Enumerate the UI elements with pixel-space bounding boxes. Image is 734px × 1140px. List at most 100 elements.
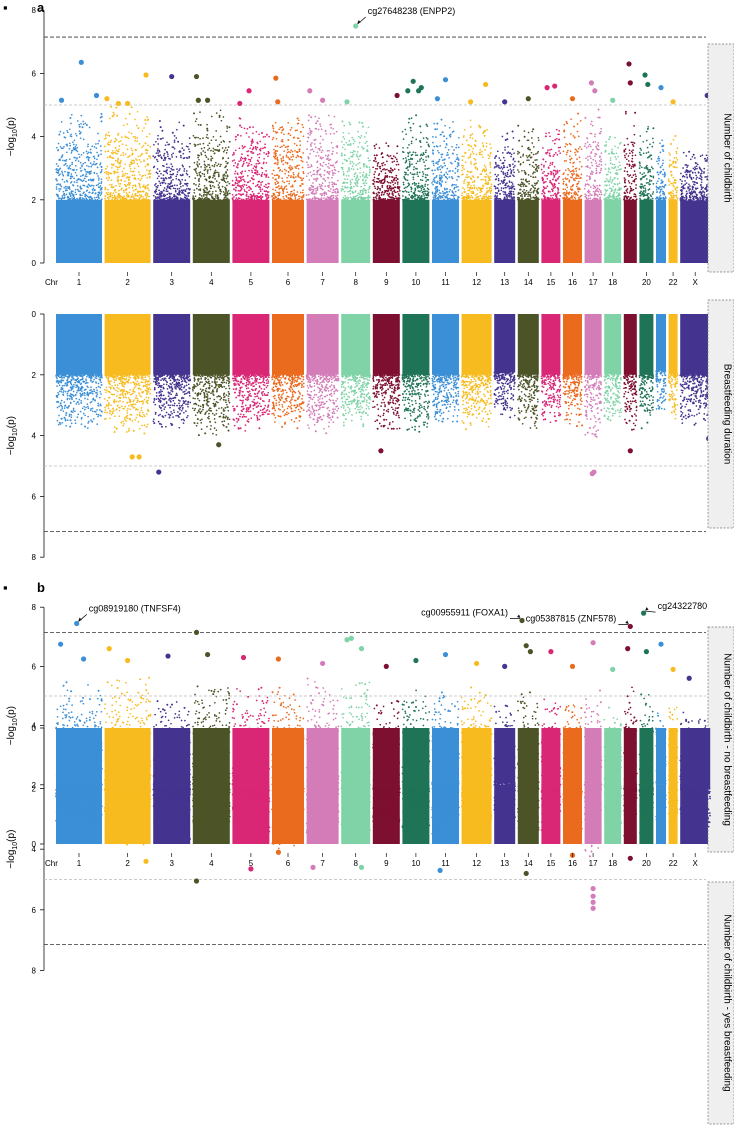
chr-6-points	[271, 117, 305, 263]
data-point	[119, 165, 122, 167]
data-point	[57, 195, 59, 198]
data-point	[199, 137, 201, 140]
data-point	[277, 194, 279, 197]
data-point	[486, 187, 488, 190]
data-point	[70, 173, 73, 175]
data-point	[531, 165, 534, 167]
data-point	[194, 195, 197, 198]
data-point	[630, 182, 633, 185]
data-point	[55, 188, 58, 190]
data-point	[187, 195, 190, 197]
data-point	[439, 174, 441, 177]
data-point	[68, 192, 71, 194]
data-point	[375, 160, 377, 163]
data-point	[165, 188, 168, 191]
data-point	[202, 195, 205, 197]
data-point	[427, 144, 430, 147]
data-point	[78, 130, 81, 132]
data-point	[64, 163, 67, 165]
data-point	[301, 183, 303, 185]
data-point	[226, 191, 228, 194]
data-point	[514, 165, 516, 167]
data-point	[366, 145, 369, 147]
data-point	[275, 154, 277, 157]
data-point	[610, 196, 612, 198]
data-point	[332, 189, 335, 192]
data-point	[363, 163, 366, 166]
data-point	[569, 158, 572, 161]
data-point	[75, 144, 78, 146]
data-point	[258, 196, 260, 198]
data-point	[107, 188, 109, 191]
data-point	[166, 169, 168, 171]
data-point	[203, 160, 206, 163]
data-point	[396, 145, 399, 148]
data-point	[398, 194, 401, 197]
data-point	[324, 185, 327, 188]
data-point	[608, 152, 611, 155]
data-point	[200, 166, 202, 168]
data-point	[287, 139, 290, 141]
data-point	[632, 149, 634, 151]
data-point	[595, 169, 598, 172]
data-point	[357, 135, 360, 138]
chr-12-points	[460, 119, 493, 263]
data-point	[152, 155, 155, 157]
data-point	[472, 176, 475, 179]
data-point	[68, 171, 70, 174]
data-point	[432, 160, 435, 163]
data-point	[567, 192, 570, 194]
data-point	[376, 165, 379, 167]
data-point	[105, 133, 107, 136]
data-point	[351, 151, 354, 154]
data-point	[277, 181, 280, 184]
data-point	[598, 188, 601, 191]
data-point	[387, 144, 390, 147]
data-point	[553, 184, 556, 187]
data-point	[630, 189, 632, 192]
data-point	[265, 152, 268, 155]
data-point	[134, 135, 136, 138]
data-point	[425, 176, 427, 179]
data-point	[643, 198, 646, 201]
data-point	[163, 152, 166, 155]
data-point	[542, 147, 544, 149]
data-point	[245, 193, 248, 196]
data-point	[367, 157, 370, 159]
data-point	[267, 155, 269, 158]
data-point	[63, 181, 66, 183]
data-point	[332, 174, 334, 177]
data-point	[168, 187, 171, 189]
data-point	[91, 189, 94, 191]
data-point	[323, 194, 326, 197]
data-point	[331, 181, 333, 184]
data-point	[302, 171, 305, 173]
data-point	[145, 198, 147, 201]
data-point	[218, 143, 221, 146]
data-point	[563, 197, 566, 200]
data-point	[159, 138, 162, 140]
data-point	[420, 187, 423, 190]
data-point	[296, 129, 298, 132]
chr-1-dense-block	[56, 199, 102, 263]
data-point	[619, 197, 622, 200]
data-point	[495, 198, 497, 201]
data-point	[182, 157, 185, 160]
data-point	[129, 170, 132, 173]
data-point	[624, 167, 627, 169]
data-point	[93, 160, 95, 163]
data-point	[275, 178, 277, 180]
data-point	[299, 191, 302, 194]
data-point	[540, 163, 543, 166]
data-point	[479, 153, 481, 156]
data-point	[548, 152, 551, 155]
data-point	[365, 173, 368, 176]
data-point	[617, 193, 620, 195]
data-point	[213, 165, 216, 168]
data-point	[278, 128, 281, 131]
data-point	[322, 161, 325, 164]
data-point	[625, 189, 628, 192]
data-point	[532, 146, 535, 148]
data-point	[127, 176, 130, 179]
data-point	[530, 137, 533, 139]
